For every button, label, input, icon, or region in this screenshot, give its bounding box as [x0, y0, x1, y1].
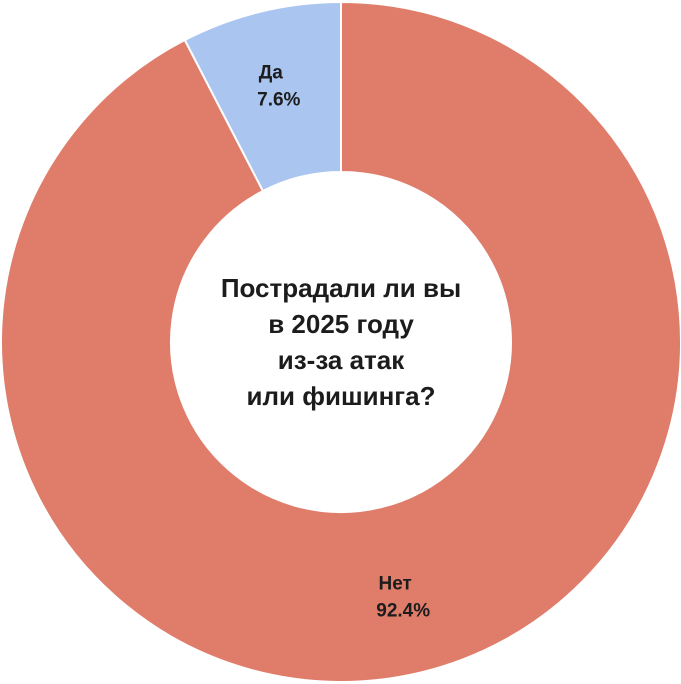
chart-title: Пострадали ли вы в 2025 году из-за атак … — [220, 273, 462, 411]
slice-value: 7.6% — [257, 89, 300, 110]
slice-name: Да — [259, 62, 284, 83]
slice-name: Нет — [379, 574, 412, 595]
slice-value: 92.4% — [376, 601, 430, 622]
